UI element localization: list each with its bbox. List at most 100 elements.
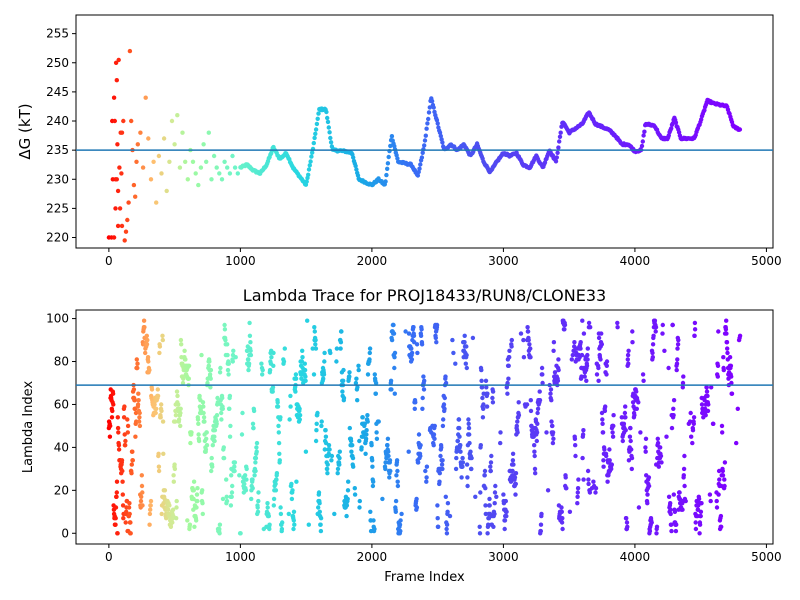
delta-g-point bbox=[311, 140, 316, 146]
lambda-point bbox=[288, 393, 293, 399]
lambda-point bbox=[242, 473, 248, 478]
lambda-point bbox=[447, 513, 453, 519]
lambda-point bbox=[178, 337, 184, 343]
lambda-point bbox=[602, 447, 607, 452]
lambda-point bbox=[466, 417, 471, 422]
delta-g-point bbox=[111, 95, 117, 100]
lambda-point bbox=[254, 449, 259, 454]
lambda-point bbox=[485, 391, 490, 396]
lambda-point bbox=[215, 395, 220, 401]
lambda-point bbox=[693, 520, 698, 525]
lambda-point bbox=[492, 490, 498, 495]
lambda-point bbox=[721, 367, 726, 373]
lambda-point bbox=[625, 352, 631, 358]
lambda-point bbox=[510, 451, 516, 456]
lambda-point bbox=[585, 346, 590, 351]
lambda-point bbox=[146, 359, 151, 364]
lambda-point bbox=[628, 425, 633, 431]
delta-g-point bbox=[426, 116, 431, 122]
lambda-point bbox=[418, 453, 423, 459]
lambda-point bbox=[439, 445, 444, 450]
lambda-point bbox=[220, 496, 226, 502]
lambda-point bbox=[488, 464, 493, 469]
lambda-point bbox=[581, 477, 586, 482]
lambda-point bbox=[720, 473, 726, 478]
lambda-point bbox=[559, 505, 564, 510]
lambda-point bbox=[641, 378, 646, 383]
lambda-point bbox=[675, 346, 680, 351]
lambda-point bbox=[311, 372, 317, 377]
lambda-point bbox=[675, 342, 681, 347]
lambda-point bbox=[255, 505, 260, 510]
lambda-point bbox=[653, 329, 658, 334]
lambda-point bbox=[142, 325, 147, 330]
lambda-point bbox=[424, 464, 430, 469]
delta-g-point bbox=[555, 150, 560, 155]
lambda-point bbox=[157, 350, 162, 356]
delta-g-point bbox=[385, 161, 391, 166]
lambda-point bbox=[124, 509, 129, 514]
lambda-point bbox=[322, 350, 327, 356]
lambda-point bbox=[603, 404, 608, 409]
lambda-point bbox=[464, 365, 469, 371]
lambda-point bbox=[365, 372, 371, 377]
delta-g-point bbox=[138, 130, 143, 135]
lambda-point bbox=[125, 430, 130, 435]
lambda-point bbox=[464, 462, 470, 467]
lambda-point bbox=[196, 438, 202, 444]
lambda-point bbox=[681, 466, 687, 472]
delta-g-point bbox=[415, 173, 421, 178]
lambda-point bbox=[623, 428, 628, 433]
lambda-point bbox=[548, 391, 553, 396]
lambda-point bbox=[651, 333, 656, 338]
lambda-point bbox=[115, 531, 120, 536]
lambda-point bbox=[267, 367, 273, 373]
lambda-point bbox=[601, 464, 606, 469]
lambda-point bbox=[698, 513, 703, 519]
lambda-point bbox=[604, 453, 609, 459]
delta-g-point bbox=[211, 153, 217, 159]
delta-g-x-tick-label: 4000 bbox=[620, 254, 651, 268]
lambda-point bbox=[504, 509, 509, 514]
lambda-point bbox=[423, 468, 428, 474]
lambda-point bbox=[289, 496, 295, 502]
lambda-point bbox=[391, 331, 397, 336]
lambda-point bbox=[270, 389, 275, 394]
lambda-point bbox=[135, 361, 140, 366]
lambda-point bbox=[533, 471, 538, 476]
delta-g-point bbox=[161, 136, 167, 141]
lambda-point bbox=[271, 363, 276, 368]
lambda-point bbox=[110, 408, 115, 414]
lambda-point bbox=[620, 438, 625, 444]
lambda-point bbox=[462, 333, 467, 338]
lambda-point bbox=[598, 357, 603, 362]
lambda-point bbox=[345, 488, 351, 493]
lambda-point bbox=[515, 430, 520, 435]
lambda-point bbox=[658, 453, 664, 459]
lambda-point bbox=[270, 385, 276, 390]
lambda-point bbox=[363, 451, 368, 456]
lambda-point bbox=[420, 395, 425, 401]
lambda-point bbox=[137, 423, 143, 429]
lambda-point bbox=[133, 434, 138, 439]
lambda-point bbox=[278, 415, 283, 420]
delta-g-point bbox=[115, 142, 120, 147]
delta-g-point bbox=[422, 143, 427, 148]
lambda-point bbox=[273, 481, 278, 487]
lambda-point bbox=[125, 423, 131, 429]
delta-g-point bbox=[127, 48, 133, 54]
lambda-point bbox=[681, 473, 686, 478]
lambda-y-tick-label: 80 bbox=[54, 355, 69, 369]
lambda-point bbox=[469, 466, 474, 472]
delta-g-point bbox=[312, 135, 317, 141]
lambda-point bbox=[370, 464, 375, 469]
lambda-point bbox=[623, 404, 628, 409]
lambda-point bbox=[604, 359, 610, 364]
lambda-point bbox=[214, 413, 220, 418]
delta-g-point bbox=[327, 130, 332, 135]
lambda-point bbox=[659, 460, 664, 465]
delta-g-point bbox=[113, 206, 118, 211]
lambda-point bbox=[201, 404, 206, 409]
delta-g-x-tick-label: 1000 bbox=[225, 254, 256, 268]
lambda-point bbox=[341, 395, 347, 401]
